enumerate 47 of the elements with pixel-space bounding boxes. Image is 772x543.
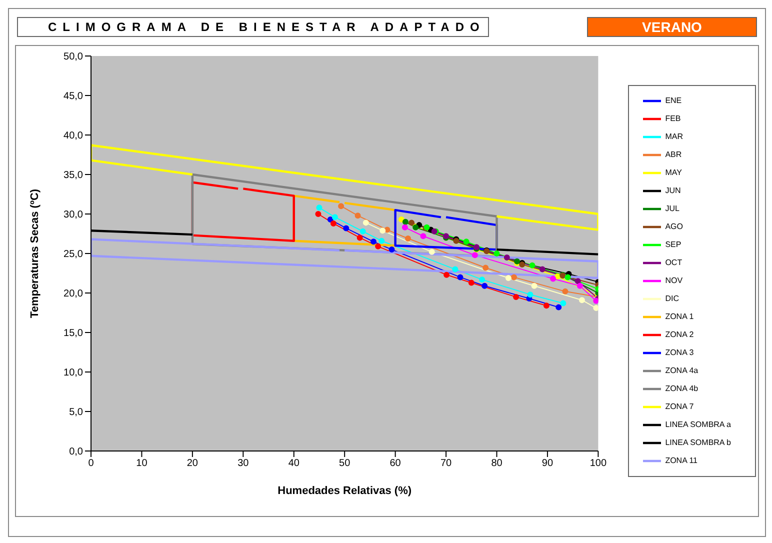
legend-label: ENE: [665, 96, 682, 106]
x-tick-label: 60: [390, 458, 402, 470]
y-axis-title: Temperaturas Secas (ºC): [28, 188, 41, 318]
legend-label: MAY: [665, 168, 682, 178]
y-tick-label: 15,0: [64, 328, 84, 340]
legend-label: LINEA SOMBRA b: [665, 438, 731, 448]
y-tick-label: 50,0: [64, 52, 84, 63]
legend-label: DIC: [665, 294, 679, 304]
y-tick-label: 20,0: [64, 288, 84, 300]
legend-label: LINEA SOMBRA a: [665, 420, 731, 430]
chart-title: CLIMOGRAMA DE BIENESTAR ADAPTADO: [17, 17, 489, 37]
legend-label: FEB: [665, 114, 681, 124]
legend-label: ZONA 11: [665, 456, 698, 466]
x-tick-label: 0: [88, 458, 94, 470]
y-tick-label: 45,0: [64, 91, 84, 102]
legend-label: MAR: [665, 132, 683, 142]
x-tick-label: 10: [136, 458, 148, 470]
legend-label: SEP: [665, 240, 682, 250]
x-tick-label: 100: [590, 458, 607, 470]
y-tick-label: 0,0: [69, 446, 84, 458]
x-tick-label: 80: [491, 458, 503, 470]
y-tick-label: 35,0: [64, 170, 84, 182]
text: VERANO: [587, 17, 757, 37]
legend-label: ABR: [665, 150, 682, 160]
legend-label: ZONA 3: [665, 348, 694, 358]
x-tick-label: 40: [288, 458, 300, 470]
legend-label: ZONA 4b: [665, 384, 698, 394]
legend-label: JUN: [665, 186, 681, 196]
y-tick-label: 40,0: [64, 130, 84, 142]
x-axis-title: Humedades Relativas (%): [278, 485, 412, 497]
legend-label: OCT: [665, 258, 682, 268]
x-tick-label: 90: [542, 458, 554, 470]
x-tick-label: 70: [440, 458, 452, 470]
legend-label: NOV: [665, 276, 683, 286]
x-tick-label: 20: [186, 458, 198, 470]
legend-label: ZONA 4a: [665, 366, 698, 376]
x-tick-label: 30: [238, 458, 250, 470]
legend-label: ZONA 2: [665, 330, 694, 340]
y-tick-label: 5,0: [69, 407, 84, 418]
x-tick-label: 50: [339, 458, 351, 470]
y-tick-label: 25,0: [64, 249, 84, 260]
y-tick-label: 10,0: [64, 368, 84, 379]
legend-label: AGO: [665, 222, 683, 232]
y-tick-label: 30,0: [64, 210, 84, 221]
legend-label: ZONA 1: [665, 312, 694, 322]
legend-label: ZONA 7: [665, 402, 694, 412]
legend-label: JUL: [665, 204, 680, 214]
